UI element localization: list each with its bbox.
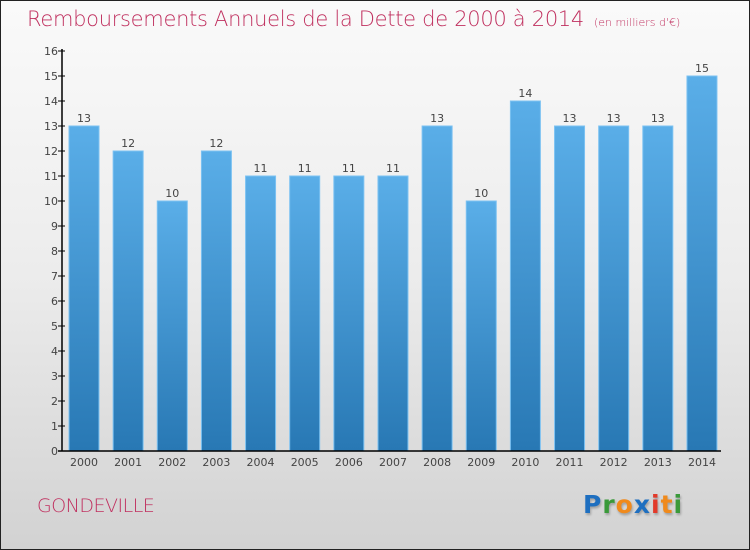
bar-2001 [112, 150, 144, 452]
logo-letter-6: i [673, 490, 684, 519]
y-tick-label-1: 1 [51, 420, 58, 433]
data-label-2003: 12 [209, 137, 223, 150]
axes-group: 2000 2001 2002 2003 2004 2005 2006 2007 2008 2009… [44, 45, 721, 469]
y-tick-label-4: 4 [51, 345, 58, 358]
data-label-2008: 13 [430, 112, 444, 125]
logo-letter-4: i [651, 490, 661, 519]
x-tick-label-2011: 2011 [556, 456, 584, 469]
x-tick-label-2003: 2003 [202, 456, 230, 469]
data-label-2001: 12 [121, 137, 135, 150]
y-tick-label-9: 9 [51, 220, 58, 233]
logo-letter-3: x [633, 490, 651, 519]
y-tick-label-5: 5 [51, 320, 58, 333]
data-label-2007: 11 [386, 162, 400, 175]
y-tick-label-12: 12 [44, 145, 58, 158]
data-label-2004: 11 [254, 162, 268, 175]
y-tick-label-11: 11 [44, 170, 58, 183]
x-tick-label-2007: 2007 [379, 456, 407, 469]
logo-letter-0: P [583, 490, 603, 519]
bar-2013 [642, 125, 674, 452]
logo-letter-5: t [660, 490, 674, 519]
data-label-2012: 13 [607, 112, 621, 125]
x-tick-label-2004: 2004 [247, 456, 275, 469]
chart-title: Remboursements Annuels de la Dette de 20… [27, 7, 680, 31]
bar-2005 [289, 175, 321, 452]
x-tick-label-2012: 2012 [600, 456, 628, 469]
data-label-2000: 13 [77, 112, 91, 125]
x-tick-label-2014: 2014 [688, 456, 716, 469]
bar-2009 [465, 200, 497, 452]
y-tick-label-10: 10 [44, 195, 58, 208]
x-tick-label-2005: 2005 [291, 456, 319, 469]
x-tick-label-2009: 2009 [467, 456, 495, 469]
y-tick-label-14: 14 [44, 95, 58, 108]
data-label-2010: 14 [518, 87, 532, 100]
bar-2014 [686, 75, 718, 452]
x-tick-label-2013: 2013 [644, 456, 672, 469]
chart-title-text: Remboursements Annuels de la Dette de 20… [27, 7, 584, 31]
data-label-2006: 11 [342, 162, 356, 175]
bar-2006 [333, 175, 365, 452]
x-tick-label-2006: 2006 [335, 456, 363, 469]
data-label-2002: 10 [165, 187, 179, 200]
logo-letter-2: o [615, 490, 634, 519]
data-label-2005: 11 [298, 162, 312, 175]
y-tick-label-3: 3 [51, 370, 58, 383]
logo-letter-1: r [602, 490, 616, 519]
y-tick-label-0: 0 [51, 445, 58, 458]
bar-2002 [156, 200, 188, 452]
bar-2012 [598, 125, 630, 452]
y-tick-label-13: 13 [44, 120, 58, 133]
bar-2000 [68, 125, 100, 452]
bar-2003 [200, 150, 232, 452]
x-tick-label-2008: 2008 [423, 456, 451, 469]
x-tick-label-2002: 2002 [158, 456, 186, 469]
bars-group: 13 12 10 12 11 11 11 11 13 10 14 13 13 13 15 [68, 62, 718, 452]
x-tick-label-2000: 2000 [70, 456, 98, 469]
y-tick-label-7: 7 [51, 270, 58, 283]
bar-2004 [245, 175, 277, 452]
proxiti-logo[interactable]: Proxiti [583, 490, 683, 519]
data-label-2014: 15 [695, 62, 709, 75]
town-name: GONDEVILLE [37, 495, 155, 517]
x-tick-label-2010: 2010 [511, 456, 539, 469]
unit-note: (en milliers d'€) [594, 16, 681, 29]
data-label-2011: 13 [563, 112, 577, 125]
bar-2011 [554, 125, 586, 452]
y-tick-label-8: 8 [51, 245, 58, 258]
bar-2010 [509, 100, 541, 452]
y-tick-label-16: 16 [44, 45, 58, 58]
data-label-2009: 10 [474, 187, 488, 200]
bar-2008 [421, 125, 453, 452]
y-tick-label-6: 6 [51, 295, 58, 308]
x-tick-label-2001: 2001 [114, 456, 142, 469]
data-label-2013: 13 [651, 112, 665, 125]
y-tick-label-2: 2 [51, 395, 58, 408]
bar-2007 [377, 175, 409, 452]
y-tick-label-15: 15 [44, 70, 58, 83]
